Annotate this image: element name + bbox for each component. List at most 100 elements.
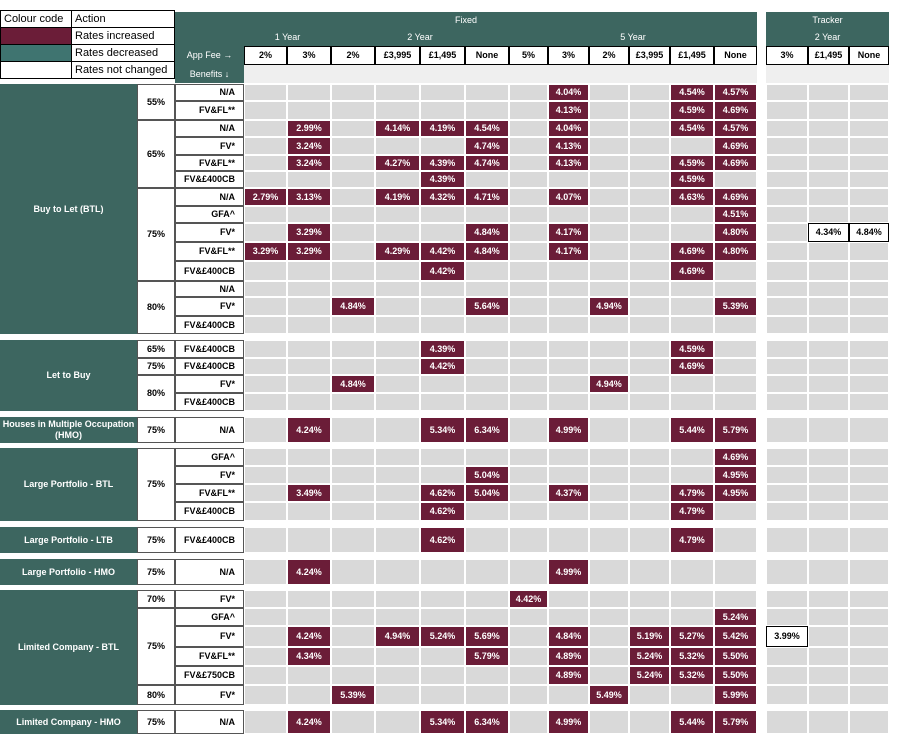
rate-cell-empty xyxy=(509,84,548,101)
rate-cell-empty xyxy=(589,155,629,171)
benefit-label: FV&FL** xyxy=(175,242,244,261)
tracker-fee-spacer-1 xyxy=(808,65,849,83)
rate-cell-empty xyxy=(375,358,420,375)
rate-cell-empty xyxy=(509,120,548,137)
rate-cell-empty xyxy=(629,466,670,484)
rate-cell-empty xyxy=(287,84,331,101)
rate-cell-empty xyxy=(465,281,509,297)
rate-cell-increased: 5.24% xyxy=(714,608,757,626)
rate-cell-empty xyxy=(375,484,420,502)
rate-cell-empty xyxy=(629,242,670,261)
legend-colour-code-header: Colour code xyxy=(0,10,72,28)
tracker-cell-empty xyxy=(766,466,808,484)
rate-cell-empty xyxy=(420,297,465,316)
rate-cell-increased: 4.74% xyxy=(465,155,509,171)
tracker-cell-empty xyxy=(808,120,849,137)
tracker-cell-empty xyxy=(808,448,849,466)
rate-cell-empty xyxy=(244,155,287,171)
rate-cell-empty xyxy=(589,242,629,261)
rate-cell-empty xyxy=(509,466,548,484)
rate-cell-empty xyxy=(548,685,589,705)
tracker-cell-empty xyxy=(808,375,849,393)
rate-cell-empty xyxy=(589,466,629,484)
rate-cell-increased: 5.79% xyxy=(465,647,509,666)
rate-cell-increased: 4.95% xyxy=(714,466,757,484)
rate-cell-empty xyxy=(465,502,509,521)
rate-cell-empty xyxy=(465,375,509,393)
rate-cell-increased: 4.54% xyxy=(670,120,714,137)
rate-cell-empty xyxy=(714,527,757,553)
rate-cell-increased: 5.44% xyxy=(670,710,714,734)
rate-cell-empty xyxy=(465,206,509,223)
rate-cell-empty xyxy=(629,590,670,608)
rate-cell-empty xyxy=(629,527,670,553)
rate-cell-empty xyxy=(420,666,465,685)
tracker-cell-empty xyxy=(766,666,808,685)
rate-cell-increased: 4.13% xyxy=(548,101,589,120)
tracker-term-0: 2 Year xyxy=(766,29,889,46)
tracker-cell-empty xyxy=(808,316,849,334)
rate-cell-empty xyxy=(244,417,287,443)
rate-cell-increased: 3.24% xyxy=(287,155,331,171)
rate-cell-increased: 4.57% xyxy=(714,84,757,101)
tracker-cell-empty xyxy=(849,448,889,466)
rate-cell-empty xyxy=(509,608,548,626)
rate-cell-empty xyxy=(629,484,670,502)
rate-cell-empty xyxy=(375,710,420,734)
rate-cell-empty xyxy=(714,261,757,281)
product-label: Houses in Multiple Occupation (HMO) xyxy=(0,417,137,443)
rate-cell-increased: 5.32% xyxy=(670,647,714,666)
fixed-fee-4: £1,495 xyxy=(420,46,465,65)
app-fee-label: App Fee → xyxy=(175,46,244,65)
tracker-cell-empty xyxy=(808,261,849,281)
rate-cell-increased: 4.24% xyxy=(287,417,331,443)
tracker-cell-empty xyxy=(808,647,849,666)
rate-cell-empty xyxy=(509,375,548,393)
rate-cell-increased: 4.79% xyxy=(670,484,714,502)
rate-cell-empty xyxy=(331,137,375,155)
rate-cell-increased: 5.04% xyxy=(465,484,509,502)
rate-cell-empty xyxy=(331,171,375,188)
rate-cell-increased: 2.99% xyxy=(287,120,331,137)
rate-cell-empty xyxy=(629,137,670,155)
rate-cell-empty xyxy=(331,527,375,553)
rate-cell-empty xyxy=(589,647,629,666)
rate-cell-empty xyxy=(589,120,629,137)
rate-cell-increased: 4.62% xyxy=(420,502,465,521)
fixed-fee-11: None xyxy=(714,46,757,65)
tracker-cell-empty xyxy=(808,466,849,484)
rate-cell-empty xyxy=(548,590,589,608)
rate-cell-empty xyxy=(244,137,287,155)
rate-cell-increased: 4.80% xyxy=(714,223,757,242)
tracker-cell-empty xyxy=(808,171,849,188)
tracker-cell-empty xyxy=(849,101,889,120)
rate-cell-increased: 4.62% xyxy=(420,527,465,553)
tracker-cell-empty xyxy=(849,685,889,705)
tracker-cell-empty xyxy=(766,502,808,521)
rate-cell-empty xyxy=(589,101,629,120)
tracker-cell-empty xyxy=(766,417,808,443)
fixed-fee-2: 2% xyxy=(331,46,375,65)
rate-cell-empty xyxy=(375,340,420,358)
rate-cell-increased: 4.69% xyxy=(670,242,714,261)
product-label: Limited Company - BTL xyxy=(0,590,137,705)
rate-cell-empty xyxy=(244,120,287,137)
tracker-cell-empty xyxy=(849,466,889,484)
fixed-fee-7: 3% xyxy=(548,46,589,65)
benefit-label: FV* xyxy=(175,375,244,393)
rate-cell-empty xyxy=(629,171,670,188)
tracker-cell-empty xyxy=(766,223,808,242)
rate-cell-empty xyxy=(589,527,629,553)
rate-cell-increased: 4.34% xyxy=(287,647,331,666)
rate-cell-empty xyxy=(589,393,629,411)
rate-cell-increased: 4.54% xyxy=(670,84,714,101)
tracker-cell-empty xyxy=(766,155,808,171)
benefit-label: FV&£400CB xyxy=(175,316,244,334)
rate-cell-increased: 4.07% xyxy=(548,188,589,206)
rate-cell-empty xyxy=(670,590,714,608)
tracker-fee-0: 3% xyxy=(766,46,808,65)
tracker-cell-empty xyxy=(766,101,808,120)
tracker-cell-empty xyxy=(849,137,889,155)
tracker-cell-empty xyxy=(766,527,808,553)
rate-cell-empty xyxy=(670,448,714,466)
